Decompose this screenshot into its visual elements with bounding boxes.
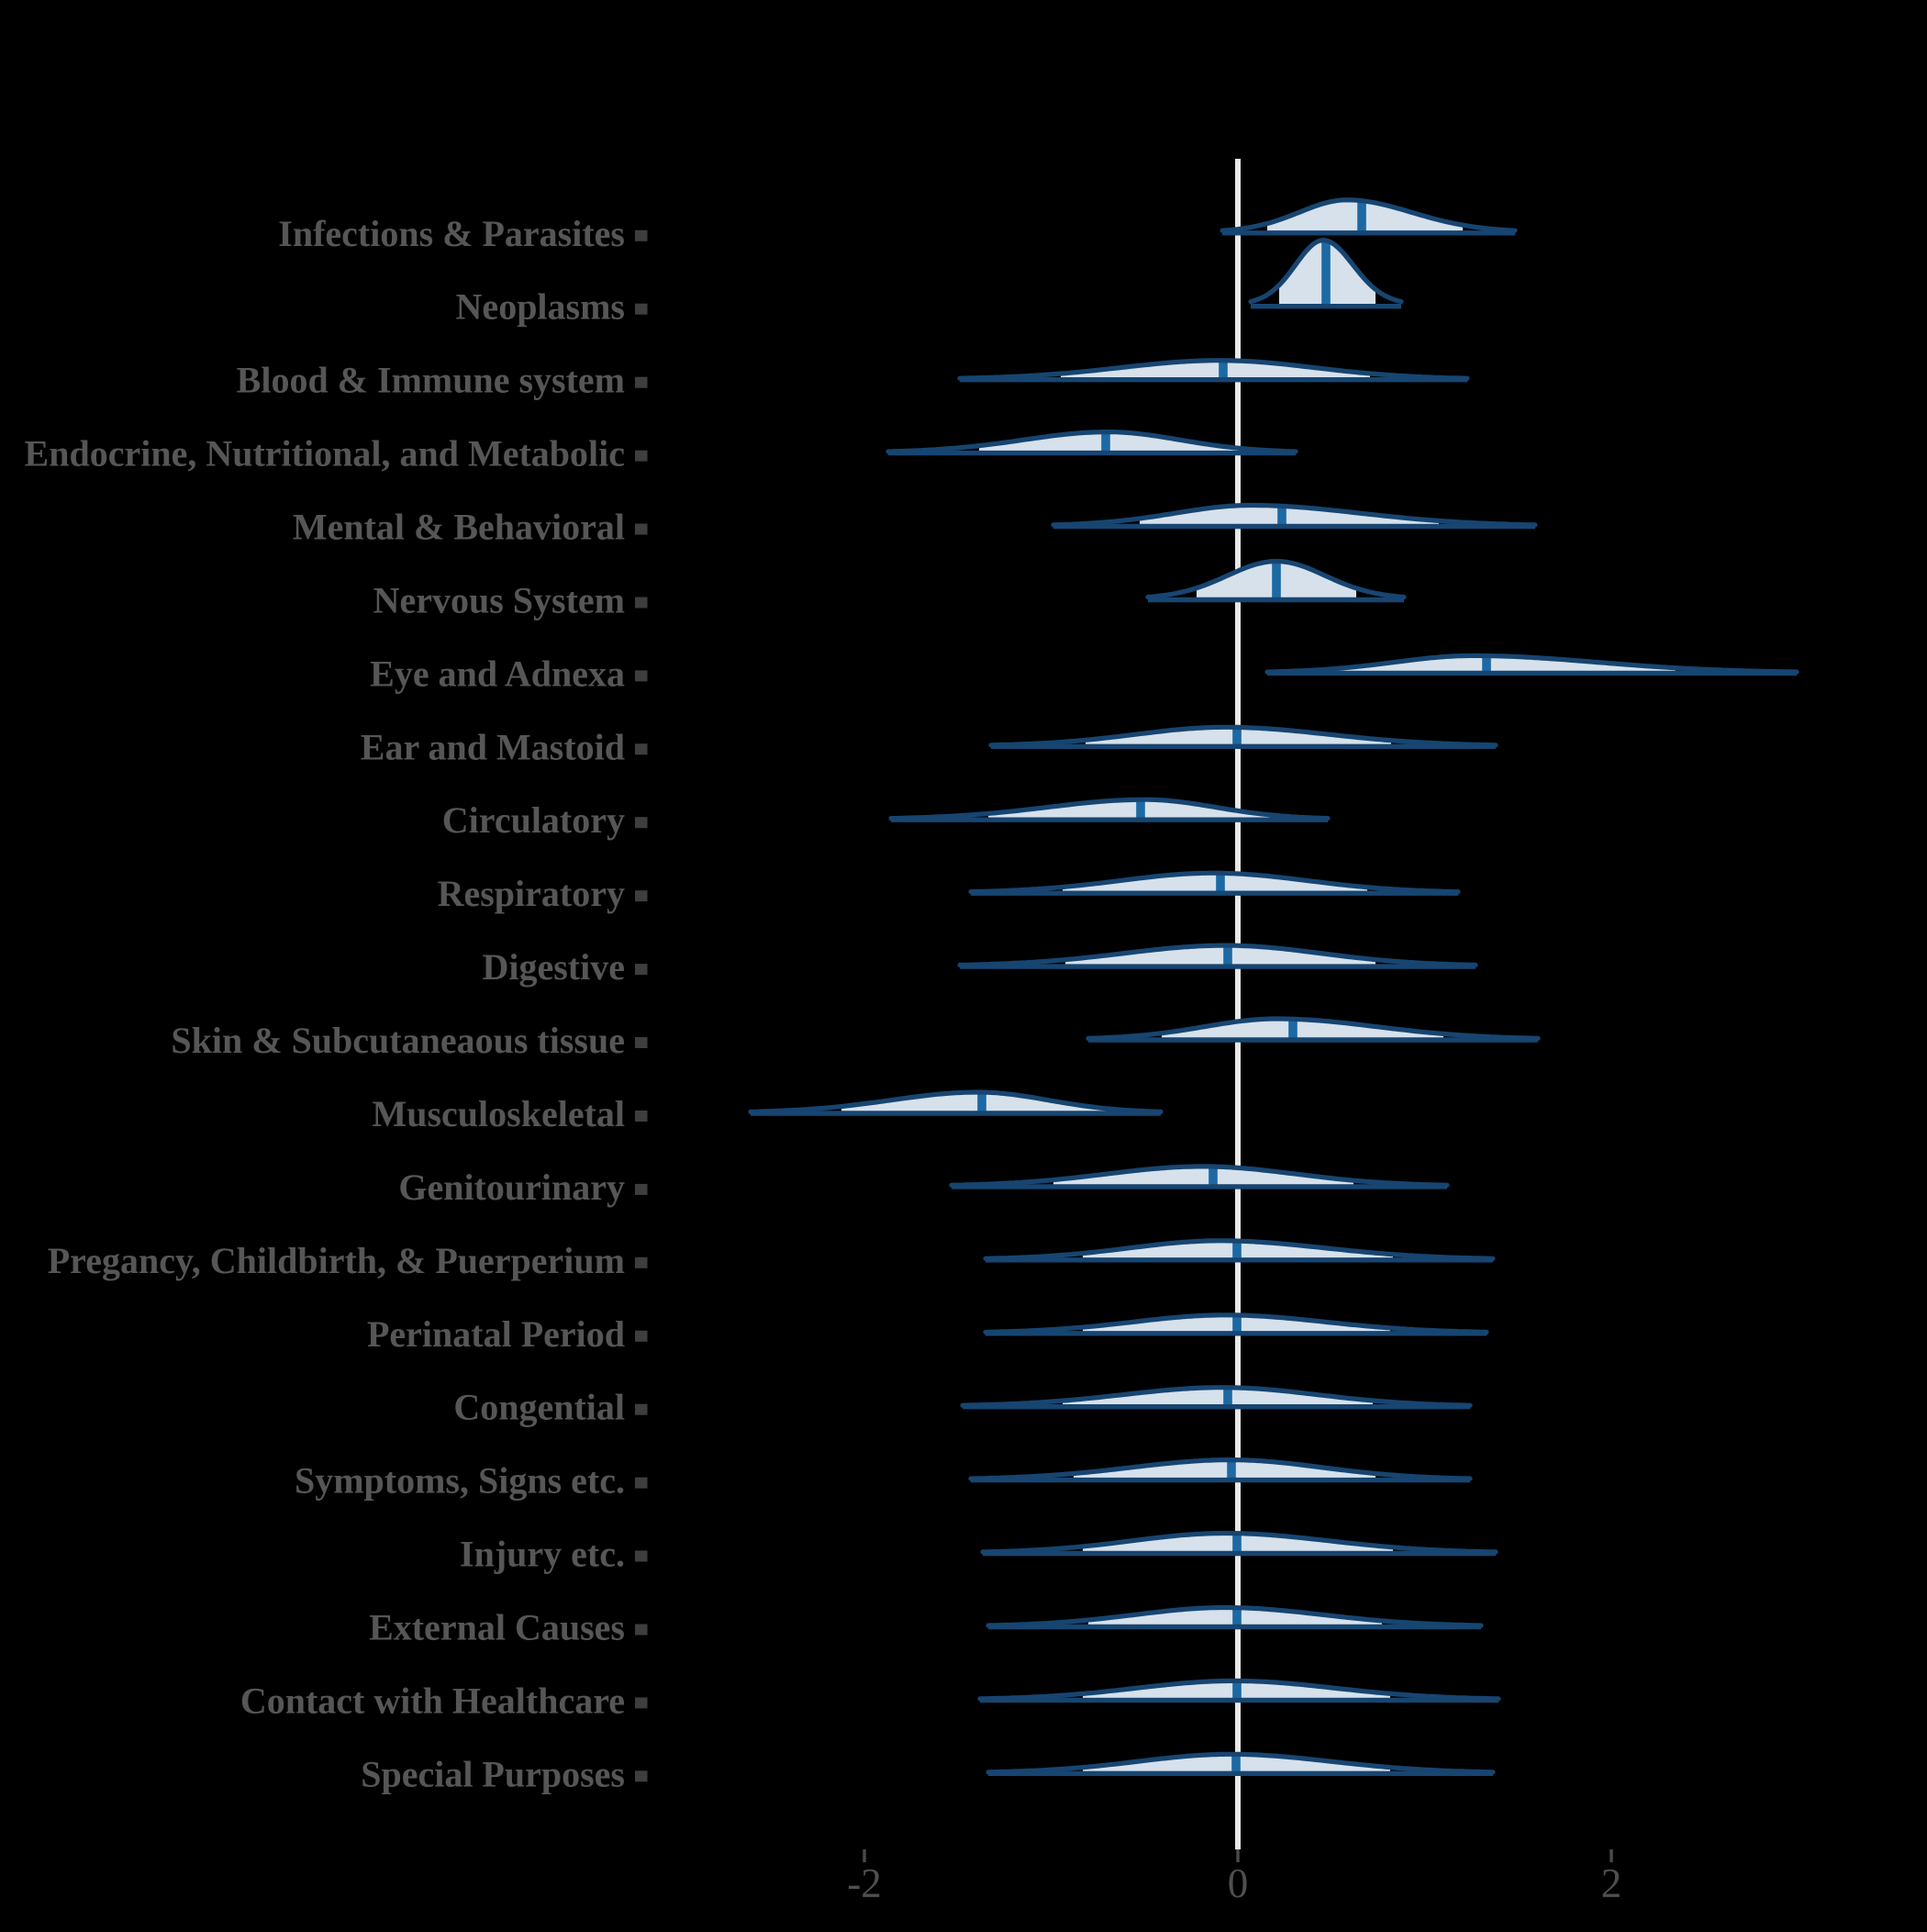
- svg-text:Contact with Healthcare: Contact with Healthcare: [240, 1680, 625, 1721]
- svg-text:Endocrine, Nutritional, and Me: Endocrine, Nutritional, and Metabolic: [25, 433, 625, 475]
- svg-text:2: 2: [1601, 1860, 1622, 1906]
- svg-text:-2: -2: [847, 1860, 882, 1906]
- svg-text:Pregancy, Childbirth, & Puerpe: Pregancy, Childbirth, & Puerperium: [48, 1240, 625, 1281]
- svg-text:Mental & Behavioral: Mental & Behavioral: [293, 507, 625, 548]
- svg-text:Skin & Subcutaneaous tissue: Skin & Subcutaneaous tissue: [171, 1020, 625, 1061]
- svg-text:Genitourinary: Genitourinary: [398, 1167, 625, 1208]
- svg-text:Perinatal Period: Perinatal Period: [367, 1313, 625, 1355]
- svg-text:Infections & Parasites: Infections & Parasites: [278, 213, 625, 254]
- svg-text:Congential: Congential: [453, 1387, 625, 1428]
- svg-text:Musculoskeletal: Musculoskeletal: [372, 1093, 625, 1134]
- svg-text:Neoplasms: Neoplasms: [456, 286, 625, 328]
- svg-text:0: 0: [1228, 1860, 1249, 1906]
- svg-text:External Causes: External Causes: [369, 1607, 625, 1648]
- svg-text:Injury etc.: Injury etc.: [460, 1534, 625, 1575]
- svg-text:Symptoms, Signs etc.: Symptoms, Signs etc.: [295, 1460, 625, 1502]
- svg-text:Eye and Adnexa: Eye and Adnexa: [370, 653, 625, 694]
- svg-text:Ear and Mastoid: Ear and Mastoid: [361, 726, 625, 767]
- svg-text:Circulatory: Circulatory: [442, 799, 625, 841]
- svg-text:Respiratory: Respiratory: [438, 873, 625, 914]
- svg-text:Digestive: Digestive: [482, 946, 625, 988]
- svg-text:Special Purposes: Special Purposes: [361, 1753, 625, 1794]
- svg-text:Nervous System: Nervous System: [373, 580, 625, 621]
- svg-text:Blood & Immune system: Blood & Immune system: [237, 360, 625, 401]
